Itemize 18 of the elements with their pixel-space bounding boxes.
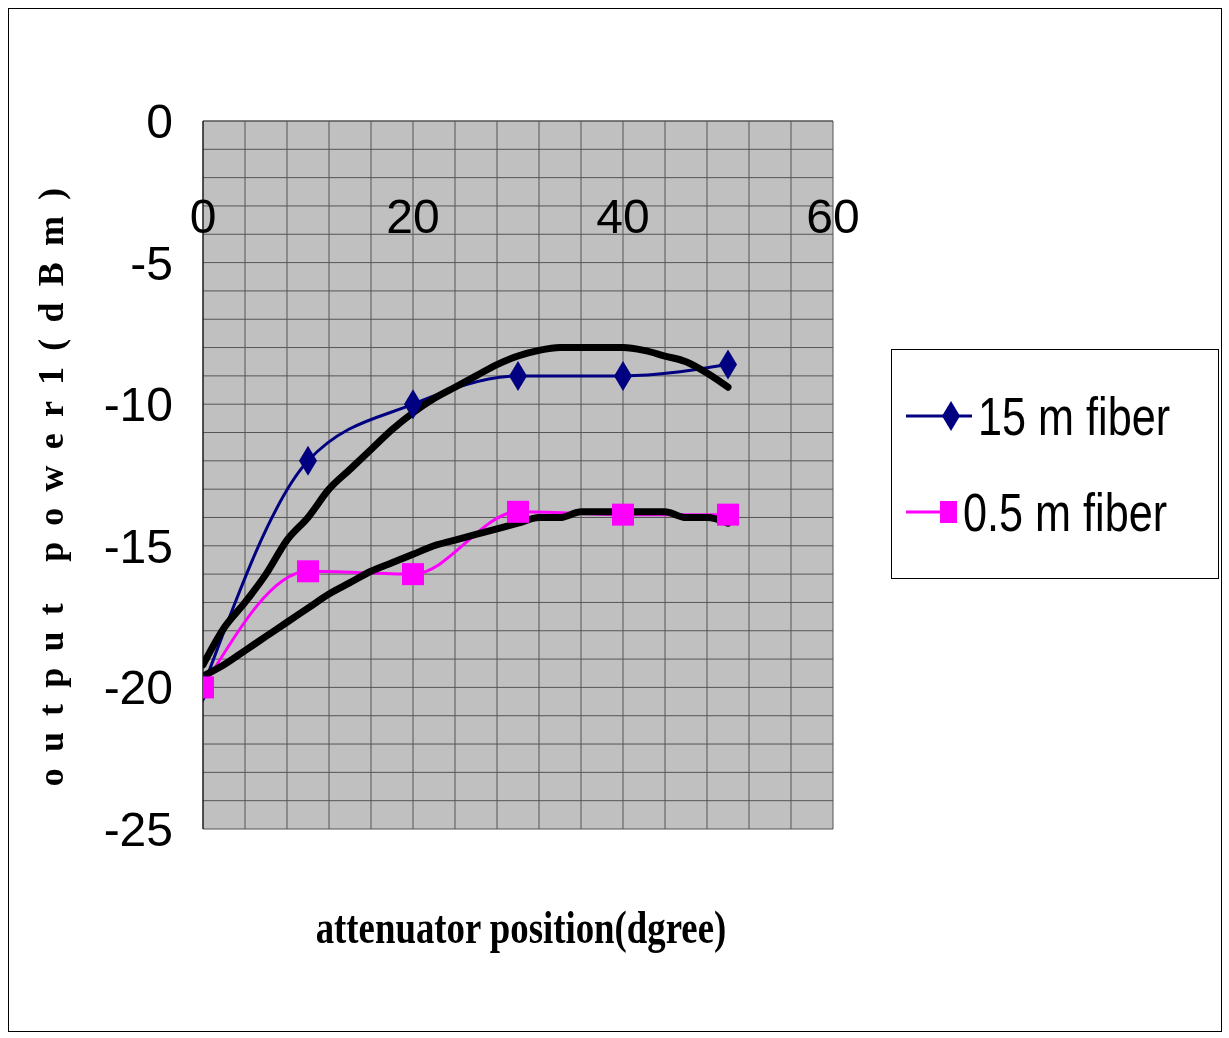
- legend-label: 0.5 m fiber: [962, 481, 1167, 543]
- point: [297, 560, 319, 583]
- point: [717, 503, 739, 526]
- point: [402, 563, 424, 586]
- y-tick-label: -5: [130, 236, 173, 290]
- x-tick-label: 20: [386, 190, 440, 243]
- y-tick-label: -10: [103, 378, 173, 432]
- y-axis-title: output power1(dBm): [30, 171, 72, 787]
- legend-label: 15 m fiber: [977, 385, 1170, 447]
- y-tick-label: -15: [103, 519, 173, 573]
- y-tick-label: -25: [103, 803, 173, 857]
- x-tick-label: 60: [806, 190, 860, 243]
- y-tick-label: 0: [146, 95, 173, 149]
- y-tick-label: -20: [103, 661, 173, 715]
- point: [612, 503, 634, 526]
- x-tick-label: 40: [596, 190, 650, 243]
- point: [507, 500, 529, 523]
- x-axis-title: attenuator position(dgree): [314, 901, 728, 954]
